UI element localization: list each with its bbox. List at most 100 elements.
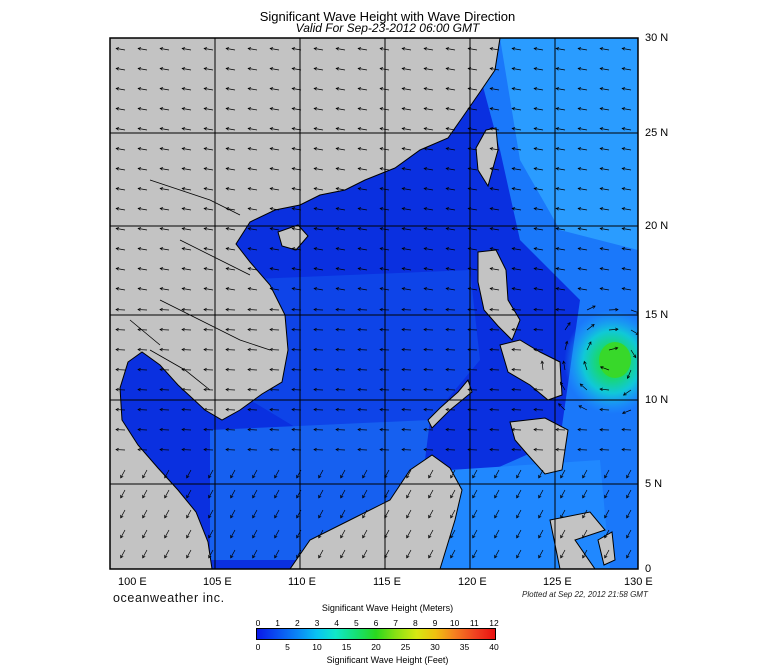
wave-arrow <box>556 248 566 251</box>
wave-arrow-head <box>555 287 560 291</box>
wave-arrow-head <box>423 267 428 271</box>
wave-arrow-head <box>445 47 450 51</box>
wave-arrow <box>534 268 544 271</box>
wave-arrow-head <box>621 267 626 271</box>
wave-arrow-head <box>181 427 185 432</box>
wave-arrow <box>608 328 618 331</box>
wave-arrow-head <box>274 554 278 559</box>
wave-arrow <box>512 268 522 271</box>
wave-arrow-head <box>428 534 432 539</box>
wave-arrow <box>578 208 588 211</box>
wave-arrow-head <box>269 227 274 231</box>
wave-arrow <box>468 248 478 251</box>
wave-arrow <box>380 108 390 111</box>
wave-arrow-head <box>335 387 339 392</box>
wave-arrow <box>600 188 610 191</box>
wave-arrow <box>424 48 434 51</box>
wave-arrow <box>556 108 566 111</box>
wave-arrow-head <box>626 514 630 519</box>
wave-arrow <box>446 148 456 151</box>
wave-arrow-head <box>621 87 626 91</box>
wave-arrow-head <box>604 474 608 479</box>
wave-arrow-head <box>181 127 186 131</box>
wave-arrow <box>538 489 544 499</box>
wave-arrow-head <box>379 67 384 71</box>
wave-arrow-head <box>159 327 163 332</box>
wave-arrow-head <box>291 167 296 171</box>
wave-arrow-head <box>626 474 630 479</box>
wave-arrow-head <box>423 347 427 352</box>
wave-arrow <box>450 469 456 479</box>
wave-arrow <box>600 168 610 171</box>
wave-arrow-head <box>357 267 362 271</box>
wave-arrow-head <box>626 534 630 539</box>
wave-arrow-head <box>203 347 207 352</box>
wave-arrow-head <box>445 407 449 412</box>
wave-arrow <box>450 489 456 499</box>
wave-arrow-head <box>313 367 317 372</box>
wave-arrow-head <box>230 494 234 499</box>
wave-arrow-head <box>591 324 595 328</box>
wave-arrow <box>472 489 478 499</box>
wave-arrow-head <box>604 554 608 559</box>
wave-arrow-head <box>599 47 604 51</box>
wave-arrow-head <box>516 514 520 519</box>
wave-arrow-head <box>247 127 252 131</box>
wave-arrow <box>424 208 434 211</box>
wave-arrow <box>274 509 280 519</box>
wave-arrow <box>336 228 346 231</box>
wave-arrow-head <box>269 67 274 71</box>
wave-arrow <box>578 288 588 291</box>
wave-arrow <box>578 228 588 231</box>
wave-arrow <box>468 128 478 131</box>
wave-arrow-head <box>247 227 252 231</box>
wave-arrow-head <box>467 87 472 91</box>
wave-arrow-head <box>423 67 428 71</box>
wave-arrow-head <box>489 127 494 131</box>
wave-arrow-head <box>533 67 538 71</box>
wave-arrow-head <box>296 514 300 519</box>
wave-arrow-head <box>203 367 207 372</box>
wave-arrow <box>450 509 456 519</box>
wave-arrow <box>296 529 302 539</box>
wave-arrow-head <box>137 47 142 51</box>
wave-arrow <box>204 188 214 191</box>
wave-arrow <box>556 68 566 71</box>
wave-arrow <box>600 288 610 291</box>
wave-arrow-head <box>203 447 207 452</box>
wave-arrow-head <box>247 427 251 432</box>
wave-arrow <box>164 509 170 519</box>
wave-arrow-head <box>516 474 520 479</box>
wave-arrow-head <box>115 127 120 131</box>
wave-arrow <box>230 509 236 519</box>
wave-arrow <box>204 208 214 211</box>
wave-arrow-head <box>621 147 626 151</box>
wave-arrow-head <box>428 474 432 479</box>
wave-arrow <box>138 148 148 151</box>
wave-arrow-head <box>577 187 582 191</box>
wave-arrow <box>274 469 280 479</box>
wave-arrow <box>270 288 280 291</box>
wave-arrow <box>274 529 280 539</box>
wave-arrow-head <box>203 287 208 291</box>
wave-arrow <box>270 48 280 51</box>
wave-arrow <box>314 288 324 291</box>
wave-arrow-head <box>247 47 252 51</box>
wave-arrow <box>116 228 126 231</box>
wave-arrow-head <box>313 107 318 111</box>
wave-arrow <box>314 168 324 171</box>
wave-arrow-head <box>296 554 300 559</box>
wave-arrow-head <box>582 554 586 559</box>
wave-arrow-head <box>340 494 344 499</box>
wave-arrow <box>626 489 632 499</box>
wave-arrow-head <box>445 287 450 291</box>
wave-arrow <box>384 549 390 559</box>
wave-arrow <box>380 288 390 291</box>
wave-arrow-head <box>318 474 322 479</box>
wave-arrow <box>208 549 214 559</box>
wave-arrow <box>138 108 148 111</box>
wave-arrow <box>450 529 456 539</box>
wave-arrow <box>538 529 544 539</box>
wave-arrow-head <box>186 474 190 479</box>
wave-arrow <box>402 268 412 271</box>
